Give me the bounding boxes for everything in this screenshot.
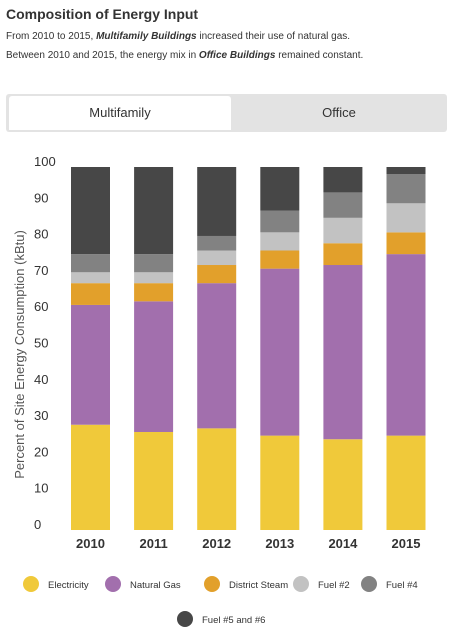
bar-segment-fuel-4 [386,174,426,204]
y-tick-label: 70 [34,263,48,278]
bar-segment-fuel-4 [134,254,174,273]
bar-segment-fuel-2 [134,272,174,284]
bar-segment-fuel-2 [71,272,110,284]
subtitle-2-post: remained constant. [275,50,364,61]
legend-swatch [177,611,193,627]
subtitle-1-emphasis: Multifamily Buildings [96,31,197,42]
bar-segment-natural-gas [134,301,174,432]
y-tick-label: 40 [34,372,48,387]
bar-segment-fuel-5-and-6 [134,167,174,255]
bar-segment-fuel-2 [260,232,300,251]
bar-segment-fuel-5-and-6 [323,167,363,193]
x-tick-label: 2014 [328,536,358,551]
bar-segment-district-steam [260,250,300,269]
bar-segment-district-steam [386,232,426,255]
x-tick-label: 2012 [202,536,231,551]
bar-segment-fuel-4 [197,235,237,251]
legend-label: Fuel #4 [386,580,418,591]
bar-segment-fuel-5-and-6 [260,167,300,211]
subtitle-2-emphasis: Office Buildings [198,50,276,61]
bar-segment-fuel-4 [71,254,110,273]
y-tick-label: 90 [34,190,48,205]
subtitle-2-pre: Between 2010 and 2015, the energy mix in [6,50,199,61]
bar-segment-district-steam [197,265,237,284]
y-tick-label: 10 [34,481,48,496]
subtitle-multifamily: From 2010 to 2015, Multifamily Buildings… [6,31,350,42]
legend-label: Fuel #5 and #6 [202,615,265,626]
legend-label: Natural Gas [130,580,181,591]
x-tick-label: 2013 [265,536,294,551]
bar-segment-fuel-4 [260,210,300,233]
y-tick-label: 50 [34,336,48,351]
bar-segment-district-steam [71,283,110,305]
x-tick-label: 2010 [76,536,105,551]
bar-segment-electricity [197,428,237,530]
bar-segment-electricity [323,439,363,530]
x-tick-label: 2011 [139,536,167,551]
bar-segment-electricity [71,424,110,530]
bar-segment-natural-gas [197,283,237,429]
bar-segment-natural-gas [323,265,363,440]
legend-swatch [361,576,377,592]
legend-label: District Steam [229,580,288,591]
subtitle-1-post: increased their use of natural gas. [196,31,351,42]
building-type-tabs: Multifamily Office [6,94,447,132]
bar-segment-fuel-2 [386,203,426,233]
legend-swatch [105,576,121,592]
bar-segment-district-steam [323,243,363,266]
subtitle-office: Between 2010 and 2015, the energy mix in… [6,50,363,61]
bar-segment-fuel-4 [323,192,363,218]
y-axis-label: Percent of Site Energy Consumption (kBtu… [12,230,27,479]
subtitle-1-pre: From 2010 to 2015, [6,31,97,42]
bar-segment-natural-gas [71,304,110,425]
y-tick-label: 0 [34,517,41,532]
legend-label: Electricity [48,580,89,591]
tab-office[interactable]: Office [322,105,356,120]
bar-segment-fuel-5-and-6 [386,167,426,175]
y-tick-label: 60 [34,299,48,314]
y-tick-label: 20 [34,444,48,459]
y-tick-label: 80 [34,227,48,242]
legend-swatch [204,576,220,592]
legend-swatch [23,576,39,592]
bar-segment-electricity [386,435,426,530]
bar-segment-electricity [134,431,174,530]
bar-segment-natural-gas [386,254,426,436]
bar-segment-natural-gas [260,268,300,436]
bar-segment-fuel-2 [323,217,363,244]
bar-segment-fuel-5-and-6 [197,167,237,236]
y-tick-label: 30 [34,408,48,423]
x-tick-label: 2015 [392,536,421,551]
bar-segment-electricity [260,435,300,530]
chart-title: Composition of Energy Input [6,6,199,22]
bar-segment-fuel-2 [197,250,237,266]
bar-segment-fuel-5-and-6 [71,167,110,255]
y-tick-label: 100 [34,154,56,169]
legend-label: Fuel #2 [318,580,350,591]
tab-multifamily[interactable]: Multifamily [9,96,231,130]
legend-swatch [293,576,309,592]
bar-segment-district-steam [134,283,174,302]
